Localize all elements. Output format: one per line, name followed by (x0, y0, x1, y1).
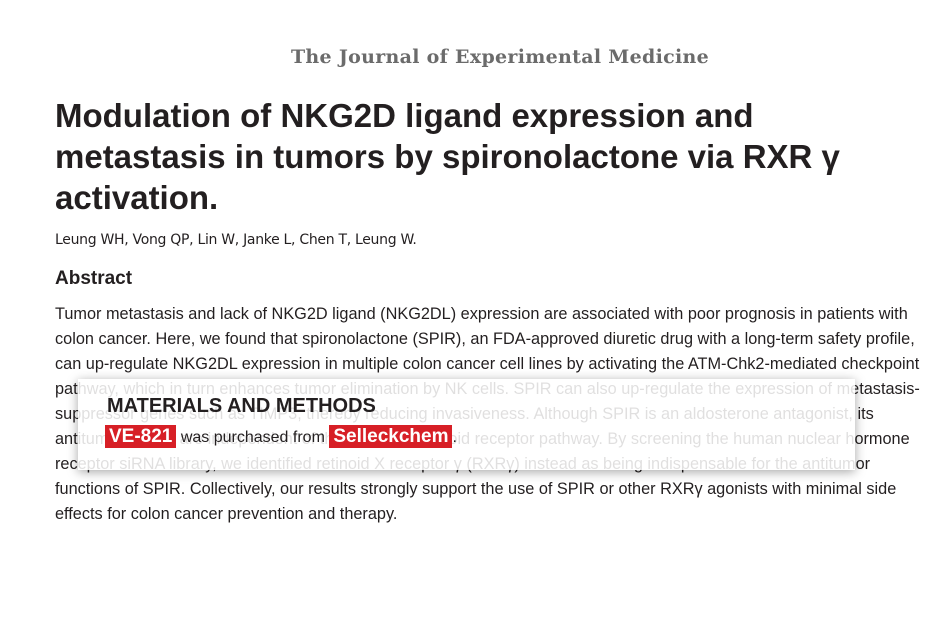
callout-end-text: . (452, 429, 457, 446)
author-list: Leung WH, Vong QP, Lin W, Janke L, Chen … (55, 232, 417, 248)
abstract-heading: Abstract (55, 268, 133, 289)
callout-heading: MATERIALS AND METHODS (107, 395, 376, 417)
supplier-tag[interactable]: Selleckchem (329, 425, 453, 448)
journal-name: The Journal of Experimental Medicine (290, 46, 709, 68)
product-tag[interactable]: VE-821 (105, 425, 177, 448)
callout-sentence: VE-821 was purchased from Selleckchem. (105, 425, 457, 448)
materials-methods-callout: MATERIALS AND METHODS VE-821 was purchas… (78, 379, 855, 470)
article-title: Modulation of NKG2D ligand expression an… (55, 97, 840, 216)
callout-middle-text: was purchased from (180, 429, 325, 446)
